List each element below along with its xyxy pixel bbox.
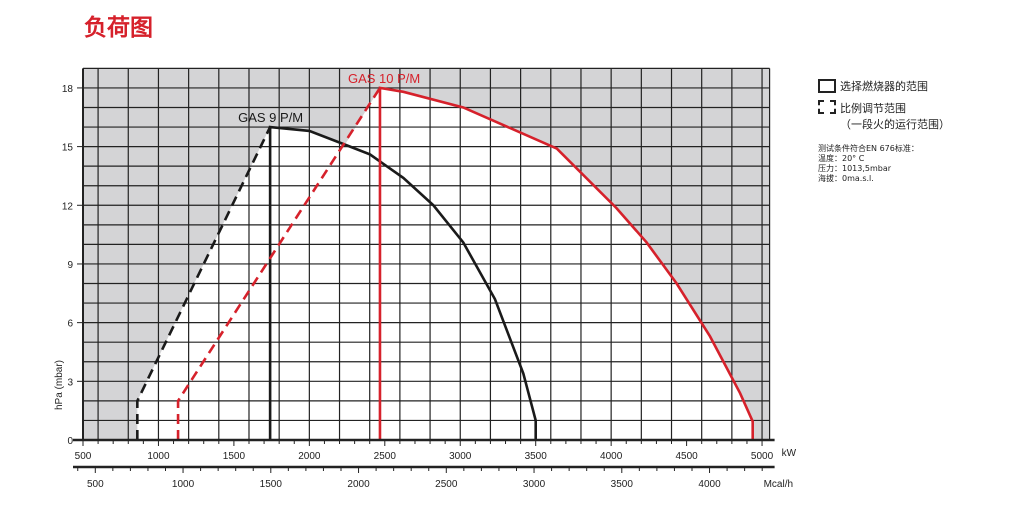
x-tick-label: 2500 bbox=[374, 451, 397, 462]
note-temperature: 温度：20° C bbox=[818, 154, 865, 163]
x2-tick-label: 3500 bbox=[611, 479, 634, 490]
gas-10-range-curve bbox=[378, 86, 754, 440]
x-tick-label: 5000 bbox=[751, 451, 774, 462]
y-tick-label: 0 bbox=[67, 436, 73, 447]
note-altitude: 海拔：0ma.s.l. bbox=[818, 174, 874, 183]
x-tick-label: 3500 bbox=[525, 451, 548, 462]
x-tick-label: 3000 bbox=[449, 451, 472, 462]
note-pressure: 压力：1013,5mbar bbox=[818, 164, 892, 173]
page-title: 负荷图 bbox=[84, 15, 153, 41]
x2-tick-label: 1000 bbox=[172, 479, 195, 490]
legend-dashed-sublabel: （一段火的运行范围） bbox=[840, 118, 950, 131]
x2-tick-label: 3000 bbox=[523, 479, 546, 490]
x-tick-label: 4000 bbox=[600, 451, 623, 462]
legend: 选择燃烧器的范围 比例调节范围 （一段火的运行范围） 测试条件符合EN 676标准… bbox=[818, 78, 950, 184]
solid-box-icon bbox=[818, 79, 836, 93]
legend-dashed: 比例调节范围 （一段火的运行范围） bbox=[818, 100, 950, 132]
x2-tick-label: 1500 bbox=[260, 479, 283, 490]
x2-tick-label: 500 bbox=[87, 479, 104, 490]
x-axis-label: kW bbox=[782, 448, 797, 459]
y-tick-label: 3 bbox=[67, 377, 73, 388]
x-tick-label: 4500 bbox=[675, 451, 698, 462]
gas-9-range-curve bbox=[268, 125, 538, 440]
legend-solid: 选择燃烧器的范围 bbox=[818, 78, 950, 94]
x2-tick-label: 2000 bbox=[347, 479, 370, 490]
y-tick-label: 15 bbox=[62, 143, 74, 154]
y-tick-label: 12 bbox=[62, 201, 74, 212]
x-tick-label: 1000 bbox=[147, 451, 170, 462]
x2-tick-label: 2500 bbox=[435, 479, 458, 490]
x2-tick-label: 4000 bbox=[698, 479, 721, 490]
gas-10-label: GAS 10 P/M bbox=[348, 71, 420, 86]
legend-solid-label: 选择燃烧器的范围 bbox=[840, 80, 928, 93]
test-conditions: 测试条件符合EN 676标准： 温度：20° C 压力：1013,5mbar 海… bbox=[818, 144, 950, 184]
x2-axis-label: Mcal/h bbox=[764, 479, 793, 490]
y-tick-label: 9 bbox=[67, 260, 73, 271]
y-tick-label: 6 bbox=[67, 319, 73, 330]
y-tick-label: 18 bbox=[62, 84, 74, 95]
y-axis-label: hPa (mbar) bbox=[54, 360, 65, 410]
gas-10-modulation-line bbox=[176, 87, 382, 440]
gas-9-modulation-line bbox=[136, 126, 272, 440]
note-standard: 测试条件符合EN 676标准： bbox=[818, 144, 919, 153]
gas-9-label: GAS 9 P/M bbox=[238, 110, 303, 125]
x-tick-label: 2000 bbox=[298, 451, 321, 462]
dashed-box-icon bbox=[818, 100, 836, 114]
legend-dashed-label: 比例调节范围 bbox=[840, 102, 906, 115]
x-tick-label: 500 bbox=[75, 451, 92, 462]
x-tick-label: 1500 bbox=[223, 451, 246, 462]
